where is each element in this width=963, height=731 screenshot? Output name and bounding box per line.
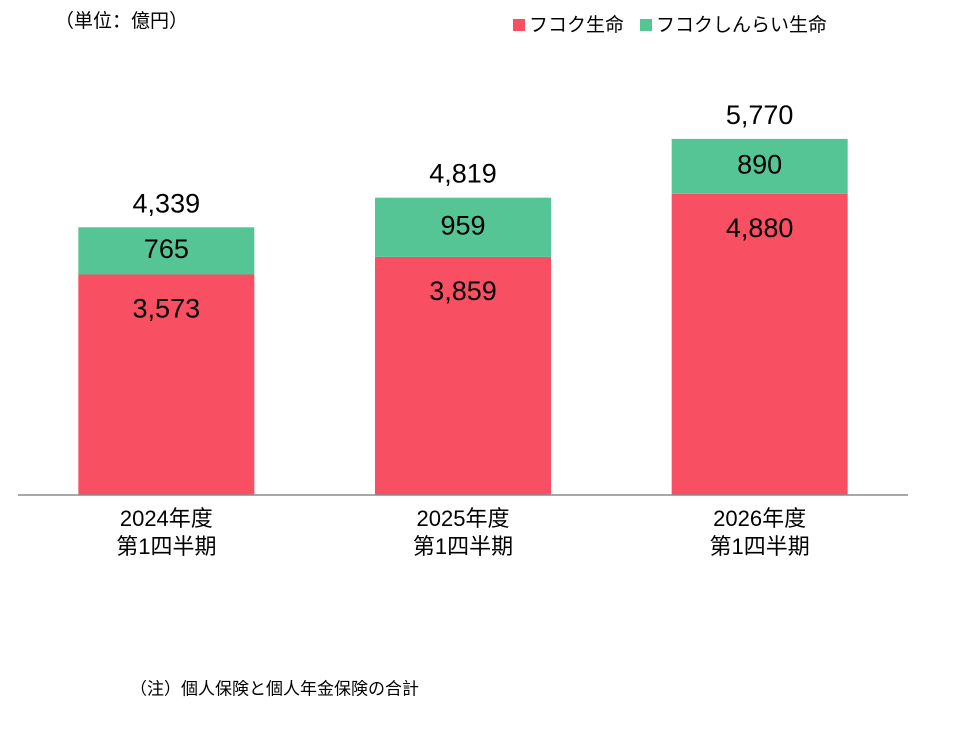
note: （注）個人保険と個人年金保険の合計 — [130, 679, 419, 698]
value-label: 3,573 — [133, 294, 201, 324]
unit-label: （単位：億円） — [55, 10, 188, 32]
legend-swatch — [513, 19, 525, 31]
bar-segment — [375, 197, 551, 257]
legend-label: フコク生命 — [529, 14, 624, 36]
x-tick-label: 2025年度 第1四半期 — [412, 506, 514, 559]
value-label: 959 — [440, 210, 485, 240]
bar-segment — [671, 193, 848, 495]
bar-segment — [671, 138, 848, 194]
value-label: 4,880 — [726, 213, 794, 243]
bar-segment — [375, 256, 551, 495]
legend-label: フコクしんらい生命 — [656, 14, 827, 36]
bar-segment — [78, 227, 255, 275]
value-label: 765 — [144, 234, 189, 264]
x-tick-label: 2026年度 第1四半期 — [709, 506, 810, 559]
legend-swatch — [640, 19, 653, 31]
bar-segment — [78, 274, 255, 495]
total-label: 4,339 — [133, 188, 201, 218]
total-label: 5,770 — [726, 100, 794, 130]
value-label: 3,859 — [429, 276, 497, 306]
total-label: 4,819 — [429, 159, 497, 189]
value-label: 890 — [737, 149, 782, 179]
x-tick-label: 2024年度 第1四半期 — [116, 506, 217, 559]
